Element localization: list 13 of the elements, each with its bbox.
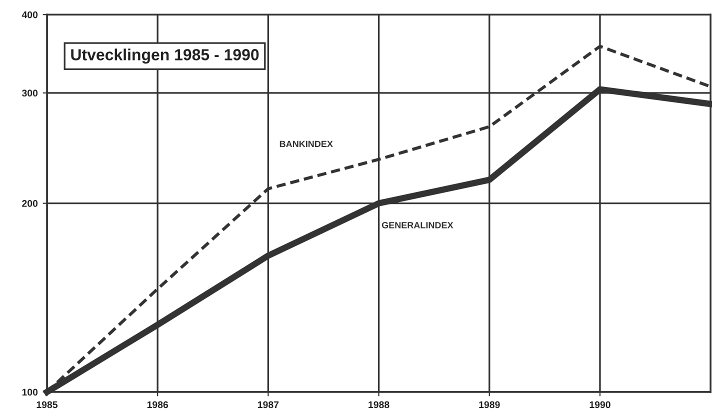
x-tick-label: 1990 bbox=[590, 401, 610, 408]
text: Utvecklingen 1985 - 1990 bbox=[71, 48, 259, 64]
y-tick-label: 100 bbox=[22, 388, 38, 396]
text: GENERALINDEX bbox=[382, 222, 454, 228]
x-tick-label: 1987 bbox=[258, 401, 279, 408]
x-tick-label: 1985 bbox=[36, 401, 58, 408]
x-tick-label: 1989 bbox=[479, 401, 500, 408]
y-tick-label: 400 bbox=[22, 11, 38, 18]
y-tick-label: 200 bbox=[22, 200, 38, 207]
x-tick-label: 1986 bbox=[147, 401, 168, 408]
text: BANKINDEX bbox=[280, 140, 333, 148]
x-tick-label: 1988 bbox=[368, 401, 390, 408]
y-tick-label: 300 bbox=[22, 90, 38, 97]
